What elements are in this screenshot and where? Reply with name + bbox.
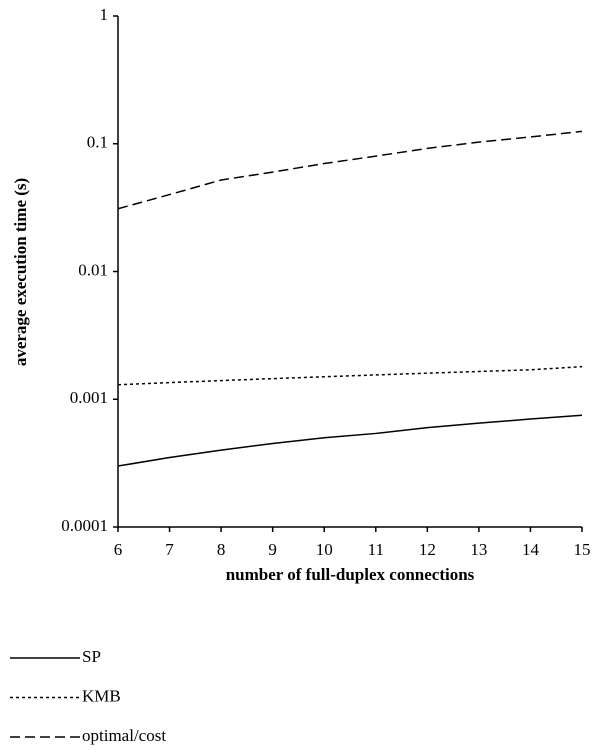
x-tick-label: 11 [368, 540, 384, 559]
x-tick-label: 9 [268, 540, 277, 559]
y-tick-label: 0.01 [78, 260, 108, 279]
x-tick-label: 6 [114, 540, 123, 559]
legend-label: KMB [82, 686, 121, 705]
y-axis-label: average execution time (s) [11, 178, 30, 366]
x-tick-label: 13 [470, 540, 487, 559]
x-tick-label: 12 [419, 540, 436, 559]
x-tick-label: 7 [165, 540, 174, 559]
y-tick-label: 0.1 [87, 133, 108, 152]
x-tick-label: 15 [574, 540, 591, 559]
x-axis-label: number of full-duplex connections [226, 565, 475, 584]
series-line [117, 365, 583, 386]
y-tick-label: 0.0001 [61, 516, 108, 535]
x-tick-label: 10 [316, 540, 333, 559]
y-tick-label: 0.001 [70, 388, 108, 407]
x-tick-label: 14 [522, 540, 540, 559]
legend-label: SP [82, 647, 101, 666]
y-tick-label: 1 [100, 5, 109, 24]
legend-label: optimal/cost [82, 726, 166, 745]
series-line [117, 414, 583, 467]
series-line [117, 130, 583, 210]
x-tick-label: 8 [217, 540, 226, 559]
